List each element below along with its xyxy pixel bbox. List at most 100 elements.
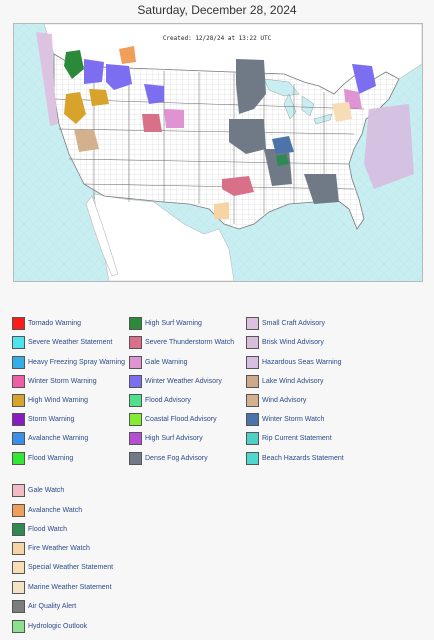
legend-label: Special Weather Statement: [28, 563, 114, 571]
legend-item[interactable]: Marine Weather Statement: [12, 580, 112, 594]
legend-swatch: [129, 355, 142, 369]
legend-item[interactable]: Heavy Freezing Spray Warning: [12, 355, 125, 369]
legend-item[interactable]: Fire Weather Watch: [12, 541, 90, 555]
legend-swatch: [246, 393, 259, 407]
legend-swatch: [246, 412, 259, 426]
legend-swatch: [246, 335, 259, 349]
legend-swatch: [129, 412, 142, 426]
legend-item[interactable]: High Wind Warning: [12, 393, 88, 407]
legend-item[interactable]: Lake Wind Advisory: [246, 374, 323, 388]
legend-swatch: [246, 374, 259, 388]
us-alerts-map[interactable]: [13, 23, 423, 282]
legend-item[interactable]: Winter Storm Warning: [12, 374, 97, 388]
legend-swatch: [246, 431, 259, 445]
legend-item[interactable]: Gale Warning: [129, 355, 188, 369]
legend-swatch: [12, 412, 25, 426]
legend-label: Severe Weather Statement: [28, 338, 113, 346]
legend-item[interactable]: Flood Advisory: [129, 393, 191, 407]
legend-swatch: [129, 335, 142, 349]
legend-swatch: [12, 431, 25, 445]
legend-item[interactable]: Beach Hazards Statement: [246, 451, 344, 465]
legend-item[interactable]: Flood Warning: [12, 451, 73, 465]
legend-swatch: [246, 316, 259, 330]
legend-swatch: [246, 355, 259, 369]
legend-label: Wind Advisory: [262, 396, 307, 404]
legend-label: Marine Weather Statement: [28, 583, 112, 591]
legend-label: High Surf Warning: [145, 319, 202, 327]
legend-label: Rip Current Statement: [262, 434, 332, 442]
legend-item[interactable]: Dense Fog Advisory: [129, 451, 208, 465]
legend-swatch: [12, 316, 25, 330]
legend-swatch: [129, 431, 142, 445]
lake-superior: [263, 78, 300, 97]
legend-item[interactable]: Coastal Flood Advisory: [129, 412, 217, 426]
legend-swatch: [12, 580, 25, 594]
legend-swatch: [12, 393, 25, 407]
legend-item[interactable]: Rip Current Statement: [246, 431, 332, 445]
legend-label: Hazardous Seas Warning: [262, 358, 342, 366]
legend-label: Winter Storm Warning: [28, 377, 97, 385]
legend-swatch: [12, 503, 25, 517]
legend-swatch: [12, 335, 25, 349]
legend-swatch: [12, 451, 25, 465]
legend-item[interactable]: Brisk Wind Advisory: [246, 335, 324, 349]
legend-item[interactable]: Avalanche Warning: [12, 431, 88, 445]
legend-item[interactable]: Severe Thunderstorm Watch: [129, 335, 234, 349]
page-title: Saturday, December 28, 2024: [137, 3, 297, 17]
legend-label: Avalanche Warning: [28, 434, 89, 442]
legend-item[interactable]: Avalanche Watch: [12, 503, 82, 517]
legend-item[interactable]: High Surf Warning: [129, 316, 202, 330]
legend-label: Lake Wind Advisory: [262, 377, 324, 385]
legend-label: Coastal Flood Advisory: [145, 415, 217, 423]
legend-label: Brisk Wind Advisory: [262, 338, 324, 346]
legend-label: Air Quality Alert: [28, 602, 77, 610]
legend-swatch: [12, 355, 25, 369]
legend-swatch: [12, 560, 25, 574]
legend-swatch: [129, 451, 142, 465]
legend-item[interactable]: Special Weather Statement: [12, 560, 113, 574]
legend-label: Flood Advisory: [145, 396, 191, 404]
legend-item[interactable]: Small Craft Advisory: [246, 316, 325, 330]
legend-label: High Surf Advisory: [145, 434, 203, 442]
legend-label: Small Craft Advisory: [262, 319, 326, 327]
legend-item[interactable]: Tornado Warning: [12, 316, 81, 330]
legend-label: Heavy Freezing Spray Warning: [28, 358, 126, 366]
legend-label: Winter Storm Watch: [262, 415, 325, 423]
legend-item[interactable]: Storm Warning: [12, 412, 74, 426]
lake-huron: [301, 95, 315, 117]
legend-label: Beach Hazards Statement: [262, 454, 344, 462]
legend-item[interactable]: Winter Storm Watch: [246, 412, 324, 426]
legend-item[interactable]: Winter Weather Advisory: [129, 374, 222, 388]
legend-label: Severe Thunderstorm Watch: [145, 338, 235, 346]
legend-item[interactable]: High Surf Advisory: [129, 431, 203, 445]
legend-swatch: [129, 316, 142, 330]
legend-item[interactable]: Gale Watch: [12, 483, 64, 497]
legend-label: Flood Warning: [28, 454, 74, 462]
alert-polygons: [36, 32, 414, 219]
legend-item[interactable]: Hazardous Seas Warning: [246, 355, 342, 369]
legend-label: Flood Watch: [28, 525, 68, 533]
legend-label: High Wind Warning: [28, 396, 89, 404]
legend-label: Gale Warning: [145, 358, 188, 366]
legend-label: Avalanche Watch: [28, 506, 83, 514]
map-created-timestamp: Created: 12/28/24 at 13:22 UTC: [162, 35, 272, 42]
lake-erie: [313, 113, 333, 125]
legend-item[interactable]: Flood Watch: [12, 522, 67, 536]
legend-item[interactable]: Air Quality Alert: [12, 599, 76, 613]
legend-label: Dense Fog Advisory: [145, 454, 208, 462]
legend-swatch: [129, 393, 142, 407]
legend-swatch: [12, 619, 25, 633]
legend-swatch: [12, 541, 25, 555]
legend-label: Gale Watch: [28, 486, 65, 494]
legend-swatch: [12, 522, 25, 536]
legend-item[interactable]: Wind Advisory: [246, 393, 306, 407]
legend-item[interactable]: Hydrologic Outlook: [12, 619, 87, 633]
legend-swatch: [12, 599, 25, 613]
legend-swatch: [246, 451, 259, 465]
legend-label: Storm Warning: [28, 415, 75, 423]
legend-label: Winter Weather Advisory: [145, 377, 222, 385]
legend-swatch: [129, 374, 142, 388]
legend-item[interactable]: Severe Weather Statement: [12, 335, 112, 349]
legend-label: Fire Weather Watch: [28, 544, 90, 552]
legend-swatch: [12, 374, 25, 388]
